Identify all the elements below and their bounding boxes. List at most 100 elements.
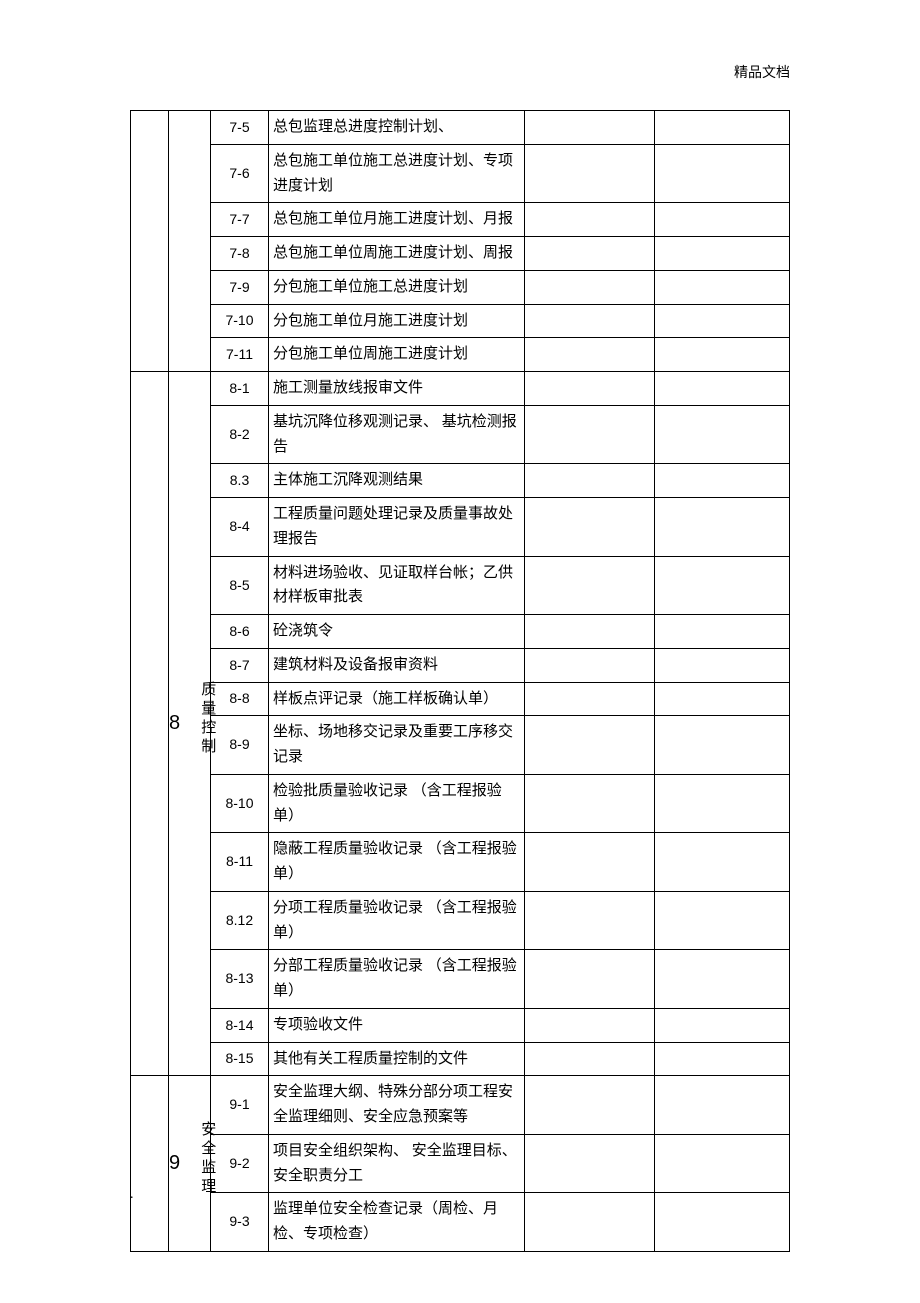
row-note-2	[655, 405, 790, 464]
table-row: 7-11分包施工单位周施工进度计划	[131, 338, 790, 372]
spacer-cell	[131, 1076, 169, 1252]
row-note-2	[655, 1134, 790, 1193]
row-description: 基坑沉降位移观测记录、 基坑检测报告	[269, 405, 525, 464]
row-note-2	[655, 1008, 790, 1042]
row-note-1	[525, 111, 655, 145]
row-description: 建筑材料及设备报审资料	[269, 648, 525, 682]
row-note-1	[525, 833, 655, 892]
group-number: 8	[169, 712, 180, 734]
group-number: 9	[169, 1152, 180, 1174]
row-description: 总包监理总进度控制计划、	[269, 111, 525, 145]
row-description: 分项工程质量验收记录 （含工程报验单）	[269, 891, 525, 950]
row-code: 7-9	[211, 270, 269, 304]
table-row: 8-9坐标、场地移交记录及重要工序移交记录	[131, 716, 790, 775]
table-row: 7-7总包施工单位月施工进度计划、月报	[131, 203, 790, 237]
footer-dot: .	[130, 1187, 134, 1203]
row-note-1	[525, 1042, 655, 1076]
row-note-2	[655, 891, 790, 950]
row-note-1	[525, 144, 655, 203]
row-note-1	[525, 405, 655, 464]
row-note-2	[655, 111, 790, 145]
row-code: 8-13	[211, 950, 269, 1009]
row-code: 8-2	[211, 405, 269, 464]
group-category-cell: 质量控制	[191, 372, 211, 1076]
row-description: 工程质量问题处理记录及质量事故处理报告	[269, 498, 525, 557]
row-code: 8.12	[211, 891, 269, 950]
row-note-1	[525, 1076, 655, 1135]
row-note-2	[655, 338, 790, 372]
row-code: 7-7	[211, 203, 269, 237]
row-note-2	[655, 648, 790, 682]
row-note-2	[655, 304, 790, 338]
row-note-1	[525, 372, 655, 406]
row-note-1	[525, 464, 655, 498]
row-note-1	[525, 950, 655, 1009]
group-category-cell	[191, 111, 211, 372]
table-row: 8.12分项工程质量验收记录 （含工程报验单）	[131, 891, 790, 950]
table-row: 8-7建筑材料及设备报审资料	[131, 648, 790, 682]
row-note-2	[655, 682, 790, 716]
row-note-1	[525, 774, 655, 833]
row-description: 监理单位安全检查记录（周检、月检、专项检查）	[269, 1193, 525, 1252]
row-note-1	[525, 203, 655, 237]
row-code: 8-15	[211, 1042, 269, 1076]
row-description: 隐蔽工程质量验收记录 （含工程报验单）	[269, 833, 525, 892]
row-note-1	[525, 716, 655, 775]
row-description: 分部工程质量验收记录 （含工程报验单）	[269, 950, 525, 1009]
row-description: 总包施工单位施工总进度计划、专项进度计划	[269, 144, 525, 203]
row-code: 7-10	[211, 304, 269, 338]
row-note-2	[655, 716, 790, 775]
row-description: 样板点评记录（施工样板确认单）	[269, 682, 525, 716]
row-note-2	[655, 237, 790, 271]
row-note-2	[655, 1193, 790, 1252]
row-note-2	[655, 144, 790, 203]
row-note-1	[525, 304, 655, 338]
row-description: 总包施工单位周施工进度计划、周报	[269, 237, 525, 271]
table-row: 7-9分包施工单位施工总进度计划	[131, 270, 790, 304]
row-code: 8-5	[211, 556, 269, 615]
row-description: 材料进场验收、见证取样台帐；乙供材样板审批表	[269, 556, 525, 615]
table-row: 7-8总包施工单位周施工进度计划、周报	[131, 237, 790, 271]
row-note-2	[655, 615, 790, 649]
row-code: 8.3	[211, 464, 269, 498]
document-table: 7-5总包监理总进度控制计划、7-6总包施工单位施工总进度计划、专项进度计划7-…	[130, 110, 790, 1252]
table-row: 8-2基坑沉降位移观测记录、 基坑检测报告	[131, 405, 790, 464]
spacer-cell	[131, 372, 169, 1076]
row-description: 总包施工单位月施工进度计划、月报	[269, 203, 525, 237]
row-note-2	[655, 833, 790, 892]
row-note-2	[655, 556, 790, 615]
table-row: 8-10检验批质量验收记录 （含工程报验单）	[131, 774, 790, 833]
group-category: 质量控制	[195, 681, 220, 757]
header-right-text: 精品文档	[734, 62, 790, 82]
row-note-1	[525, 891, 655, 950]
row-description: 砼浇筑令	[269, 615, 525, 649]
row-note-2	[655, 464, 790, 498]
row-code: 8-14	[211, 1008, 269, 1042]
table-row: 9-2项目安全组织架构、 安全监理目标、安全职责分工	[131, 1134, 790, 1193]
row-code: 8-1	[211, 372, 269, 406]
row-description: 其他有关工程质量控制的文件	[269, 1042, 525, 1076]
group-number-cell: 9	[169, 1076, 191, 1252]
row-note-1	[525, 1193, 655, 1252]
row-code: 7-5	[211, 111, 269, 145]
group-number-cell	[169, 111, 191, 372]
row-note-2	[655, 203, 790, 237]
table-row: 8-4工程质量问题处理记录及质量事故处理报告	[131, 498, 790, 557]
row-note-2	[655, 372, 790, 406]
row-description: 坐标、场地移交记录及重要工序移交记录	[269, 716, 525, 775]
row-note-1	[525, 498, 655, 557]
table-row: 8.3主体施工沉降观测结果	[131, 464, 790, 498]
row-code: 7-6	[211, 144, 269, 203]
row-note-2	[655, 1042, 790, 1076]
row-description: 分包施工单位施工总进度计划	[269, 270, 525, 304]
table-row: 7-10分包施工单位月施工进度计划	[131, 304, 790, 338]
row-note-1	[525, 237, 655, 271]
table-row: 8-13分部工程质量验收记录 （含工程报验单）	[131, 950, 790, 1009]
row-note-1	[525, 1134, 655, 1193]
row-code: 7-8	[211, 237, 269, 271]
table-row: 7-5总包监理总进度控制计划、	[131, 111, 790, 145]
row-note-2	[655, 774, 790, 833]
row-note-1	[525, 556, 655, 615]
table-row: 8-8样板点评记录（施工样板确认单）	[131, 682, 790, 716]
group-number-cell: 8	[169, 372, 191, 1076]
